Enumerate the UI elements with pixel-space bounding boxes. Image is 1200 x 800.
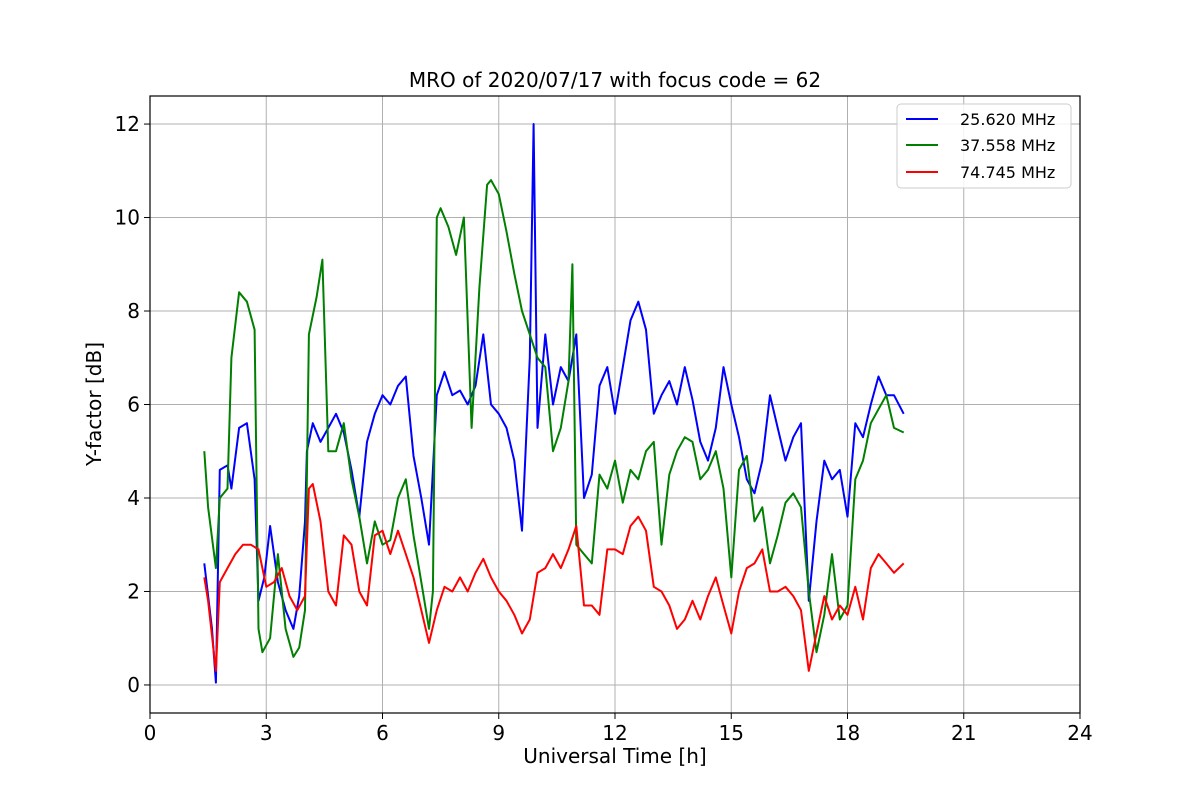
x-axis-ticks: 0 3 6 9 12 15 18 21 24 xyxy=(144,713,1093,745)
chart-title: MRO of 2020/07/17 with focus code = 62 xyxy=(409,68,821,92)
legend-label-25-620: 25.620 MHz xyxy=(960,110,1055,129)
legend: 25.620 MHz 37.558 MHz 74.745 MHz xyxy=(896,103,1072,189)
legend-box xyxy=(896,103,1072,189)
y-tick-label: 6 xyxy=(127,393,140,417)
x-tick-label: 24 xyxy=(1067,721,1092,745)
x-tick-label: 18 xyxy=(835,721,860,745)
series-line-74-745-mhz xyxy=(203,483,905,672)
y-tick-label: 0 xyxy=(127,673,140,697)
y-tick-label: 4 xyxy=(127,486,140,510)
x-tick-label: 21 xyxy=(951,721,976,745)
y-axis-label: Y-factor [dB] xyxy=(82,342,106,467)
legend-label-37-558: 37.558 MHz xyxy=(960,136,1055,155)
x-tick-label: 0 xyxy=(144,721,157,745)
x-tick-label: 3 xyxy=(260,721,273,745)
series-line-25-620-mhz xyxy=(203,123,905,684)
x-tick-label: 6 xyxy=(376,721,389,745)
x-tick-label: 9 xyxy=(492,721,505,745)
y-tick-label: 10 xyxy=(115,206,140,230)
legend-label-74-745: 74.745 MHz xyxy=(960,163,1055,182)
series-layer xyxy=(203,123,905,684)
y-tick-label: 8 xyxy=(127,299,140,323)
y-axis-ticks: 0 2 4 6 8 10 12 xyxy=(115,112,150,697)
x-tick-label: 15 xyxy=(719,721,744,745)
y-tick-label: 2 xyxy=(127,579,140,603)
x-axis-label: Universal Time [h] xyxy=(523,744,706,768)
x-tick-label: 12 xyxy=(602,721,627,745)
y-tick-label: 12 xyxy=(115,112,140,136)
